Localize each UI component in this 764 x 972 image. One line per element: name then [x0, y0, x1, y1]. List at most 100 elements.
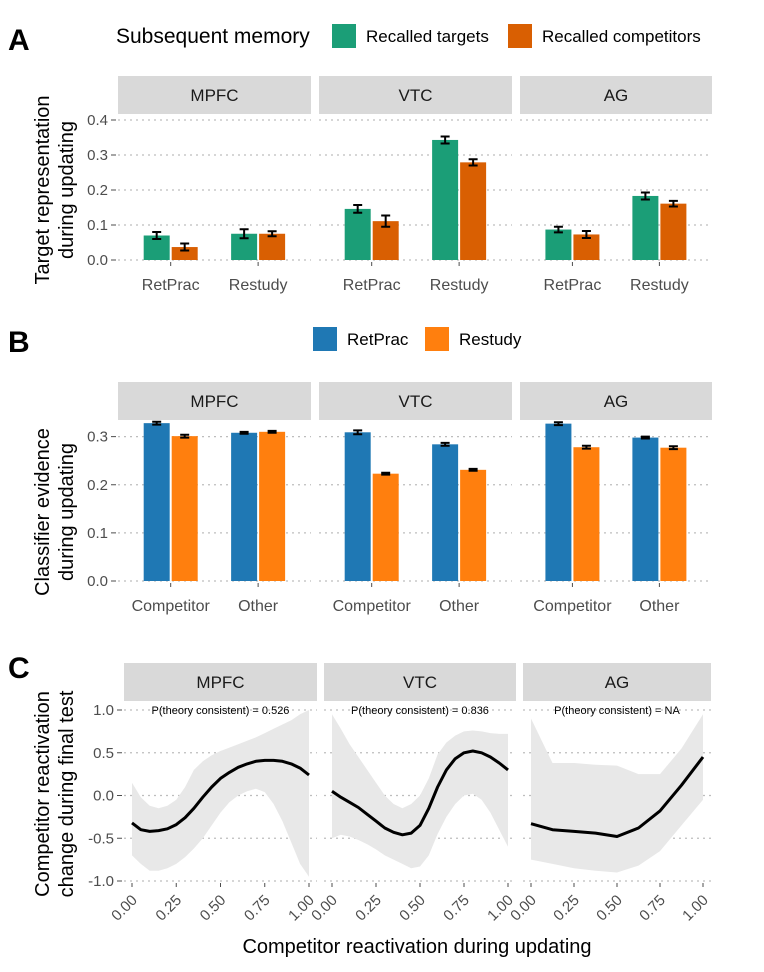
- legend-a-label-targets: Recalled targets: [366, 27, 489, 46]
- panel-label-b: B: [8, 326, 30, 359]
- errorbar: [640, 191, 650, 201]
- bar-ag-restudy-1: [660, 203, 687, 260]
- bar-vtc-restudy-1: [460, 162, 487, 260]
- errorbar: [353, 429, 363, 436]
- ci-ribbon-vtc: [332, 714, 508, 869]
- panel-c-strip-label: VTC: [403, 673, 437, 692]
- errorbar: [381, 471, 391, 476]
- bar-mpfc-competitor-0: [143, 423, 170, 581]
- panel-c-ylabel-line1: Competitor reactivation: [32, 691, 54, 897]
- errorbar: [581, 444, 591, 450]
- errorbar: [267, 429, 277, 434]
- legend-a-label-competitors: Recalled competitors: [542, 27, 701, 46]
- bar-vtc-other-1: [460, 469, 487, 581]
- panel-b-xtick-label: Competitor: [533, 598, 612, 615]
- bar-vtc-competitor-0: [344, 432, 371, 581]
- panel-a-strip-label: MPFC: [190, 86, 238, 105]
- panel-c-xtick-label: 0.75: [440, 892, 473, 925]
- panel-b-ylabel-line2: during updating: [56, 443, 78, 581]
- bar-vtc-restudy-0: [432, 139, 459, 260]
- panel-b-strip-mpfc: [118, 382, 311, 420]
- panel-b-strip-label: MPFC: [190, 392, 238, 411]
- panel-b-strip-label: AG: [604, 392, 629, 411]
- panel-a-xtick-label: RetPrac: [544, 277, 602, 294]
- panel-a-ytick-label: 0.1: [87, 217, 108, 234]
- panel-label-a: A: [8, 24, 30, 57]
- bar-ag-other-0: [632, 437, 659, 581]
- panel-a-ylabel-line2: during updating: [56, 121, 78, 259]
- errorbar: [668, 199, 678, 208]
- panel-c-strip-ag: [523, 663, 711, 701]
- errorbar: [381, 214, 391, 228]
- panel-c-xtick-label: 0.00: [308, 892, 341, 925]
- panel-a-ytick-label: 0.2: [87, 182, 108, 199]
- legend-b-key-retprac: [313, 327, 337, 351]
- panel-a-ylabel-line1: Target representation: [32, 95, 54, 284]
- panel-c-xtick-label: 0.50: [197, 892, 230, 925]
- bar-ag-retprac-0: [545, 229, 572, 260]
- bar-mpfc-competitor-1: [171, 436, 198, 581]
- panel-a-strip-label: AG: [604, 86, 629, 105]
- errorbar: [180, 242, 190, 252]
- errorbar: [152, 420, 162, 426]
- panel-b-ylabel-line1: Classifier evidence: [32, 428, 54, 596]
- errorbar: [440, 441, 450, 447]
- errorbar: [581, 229, 591, 239]
- panel-a-xtick-label: Restudy: [630, 277, 689, 294]
- panel-c-ytick-label: 0.5: [93, 745, 114, 762]
- fit-line-mpfc: [131, 758, 310, 833]
- panel-a-strip-mpfc: [118, 76, 311, 114]
- panel-b-strip-ag: [520, 382, 712, 420]
- errorbar: [468, 467, 478, 472]
- errorbar: [267, 230, 277, 238]
- errorbar: [640, 435, 650, 440]
- plot-layer: MPFC RetPrac Restudy VTC RetPrac Restudy AG Ret…: [87, 76, 712, 924]
- panel-c-xtick-label: 0.50: [396, 892, 429, 925]
- fit-line-ag: [530, 756, 705, 838]
- panel-b-strip-vtc: [319, 382, 512, 420]
- errorbar: [353, 204, 363, 214]
- panel-c-ylabel-line2: change during final test: [56, 690, 78, 897]
- ci-ribbon-mpfc: [132, 710, 309, 877]
- annotation-ag: P(theory consistent) = NA: [554, 705, 680, 717]
- panel-label-c: C: [8, 652, 30, 685]
- panel-b-ytick-label: 0.1: [87, 525, 108, 542]
- errorbar: [152, 231, 162, 240]
- panel-a-xtick-label: RetPrac: [343, 277, 401, 294]
- bar-mpfc-other-1: [259, 431, 286, 581]
- panel-b-xtick-label: Competitor: [132, 598, 211, 615]
- bar-vtc-retprac-0: [344, 208, 371, 260]
- panel-c-ytick-label: -1.0: [88, 873, 114, 890]
- panel-b-xtick-label: Other: [639, 598, 680, 615]
- panel-c-strip-label: AG: [605, 673, 630, 692]
- panel-a-strip-ag: [520, 76, 712, 114]
- panel-c-xtick-label: 0.00: [108, 892, 141, 925]
- panel-b-ytick-label: 0.2: [87, 477, 108, 494]
- panel-a-ytick-label: 0.0: [87, 252, 108, 269]
- bar-ag-competitor-0: [545, 423, 572, 581]
- bar-ag-competitor-1: [573, 447, 600, 581]
- fit-line-vtc: [331, 749, 509, 837]
- panel-a-ytick-label: 0.3: [87, 147, 108, 164]
- bar-mpfc-retprac-1: [171, 247, 198, 260]
- panel-b-xtick-label: Other: [439, 598, 480, 615]
- errorbar: [239, 430, 249, 435]
- panel-a-xtick-label: Restudy: [430, 277, 489, 294]
- errorbar: [239, 228, 249, 240]
- panel-c-xtick-label: 0.25: [352, 892, 385, 925]
- bar-mpfc-restudy-1: [259, 233, 286, 260]
- panel-c-xtick-label: 0.75: [241, 892, 274, 925]
- panel-c-strip-vtc: [324, 663, 516, 701]
- errorbar: [668, 445, 678, 451]
- errorbar: [440, 135, 450, 145]
- panel-c-ytick-label: 1.0: [93, 702, 114, 719]
- bar-mpfc-other-0: [231, 432, 258, 581]
- legend-a-key-competitors: [508, 24, 532, 48]
- panel-a-ytick-label: 0.4: [87, 112, 108, 129]
- legend-b-label-retprac: RetPrac: [347, 330, 409, 349]
- panel-a-strip-label: VTC: [399, 86, 433, 105]
- annotation-mpfc: P(theory consistent) = 0.526: [152, 705, 290, 717]
- panel-a-xtick-label: Restudy: [229, 277, 288, 294]
- annotation-vtc: P(theory consistent) = 0.836: [351, 705, 489, 717]
